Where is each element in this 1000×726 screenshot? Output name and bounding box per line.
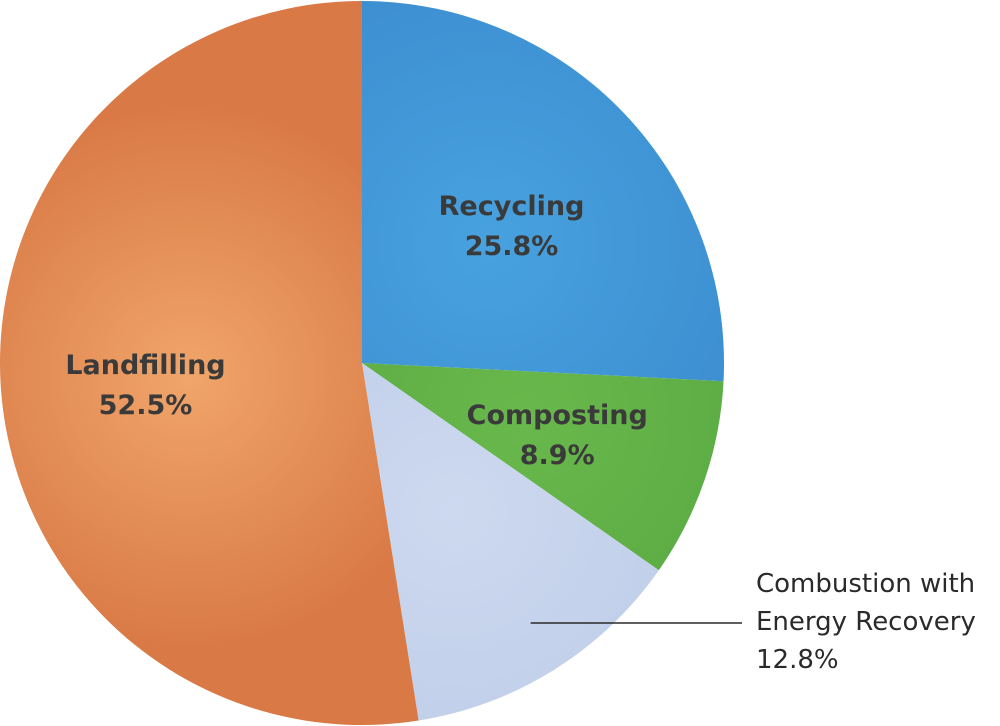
slice-label-recycling: Recycling <box>439 191 585 222</box>
slice-label-landfilling: Landfilling <box>65 350 225 381</box>
slice-value-combustion-with-energy-recovery: 12.8% <box>756 645 839 675</box>
slice-label-combustion-with-energy-recovery-line-2: Energy Recovery <box>756 607 976 637</box>
pie-slice-composting <box>362 363 724 571</box>
slice-value-composting: 8.9% <box>520 440 595 471</box>
slice-label-combustion-with-energy-recovery-line-1: Combustion with <box>756 569 975 599</box>
slice-label-composting: Composting <box>467 400 648 431</box>
pie-slice-combustion-with-energy-recovery <box>362 363 659 721</box>
slice-value-landfilling: 52.5% <box>99 390 193 421</box>
slice-value-recycling: 25.8% <box>465 231 559 262</box>
pie-slice-recycling <box>362 1 724 382</box>
pie-slice-landfilling <box>0 1 419 725</box>
